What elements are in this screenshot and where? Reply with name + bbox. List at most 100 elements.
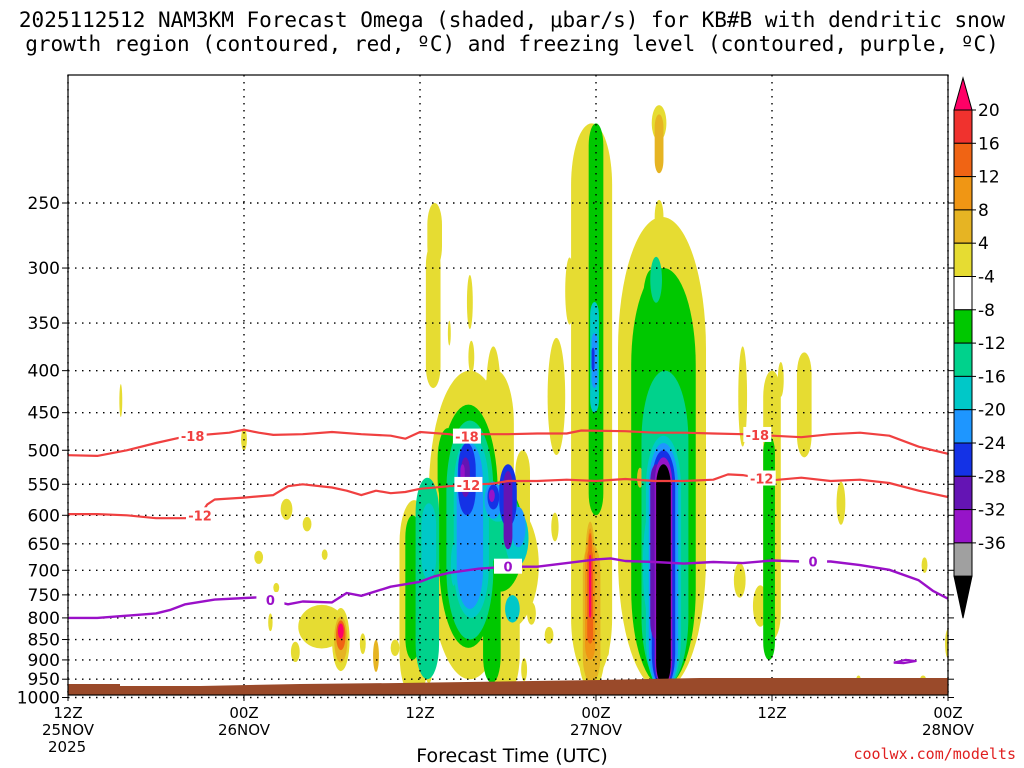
colorbar-label: 4 bbox=[978, 234, 989, 254]
colorbar-swatch bbox=[953, 409, 973, 444]
freezing-level-label-bg bbox=[799, 553, 828, 569]
omega-shade-cell bbox=[637, 467, 643, 488]
dgz-contour-label: -18 bbox=[746, 429, 770, 444]
y-axis: 2503003504004505005506006507007508008509… bbox=[17, 194, 954, 709]
plot-frame bbox=[67, 74, 949, 696]
x-tick-label-time: 00Z bbox=[581, 704, 610, 722]
colorbar-label: -4 bbox=[978, 268, 995, 288]
x-tick-label-date: 25NOV bbox=[42, 721, 95, 739]
colorbar-swatch bbox=[953, 176, 973, 211]
credit-text: coolwx.com/modelts bbox=[853, 745, 1016, 763]
terrain-fill bbox=[68, 678, 948, 695]
colorbar-swatch bbox=[953, 209, 973, 244]
y-tick-label-600: 600 bbox=[28, 506, 60, 526]
colorbar-swatch bbox=[953, 509, 973, 544]
omega-shade-cell bbox=[654, 199, 664, 235]
y-tick-label-950: 950 bbox=[28, 670, 60, 690]
dgz-contour-label-bg bbox=[186, 507, 214, 523]
colorbar-label: 12 bbox=[978, 168, 1000, 188]
colorbar-label: 16 bbox=[978, 134, 1000, 154]
omega-shade-cell bbox=[290, 641, 300, 663]
colorbar-bottom-arrow bbox=[953, 575, 973, 619]
omega-shade-cell bbox=[488, 489, 495, 503]
omega-shade-column bbox=[588, 554, 592, 618]
omega-shade-cell bbox=[468, 340, 475, 374]
colorbar: 20 16 12 8 4 -4 -8 -12 -16 -20 -24 -28 -32 -36 bbox=[953, 76, 1006, 619]
x-tick-label-time: 12Z bbox=[405, 704, 434, 722]
terrain-ground bbox=[68, 678, 948, 695]
omega-shade-cell bbox=[337, 623, 344, 639]
x-axis-title: Forecast Time (UTC) bbox=[416, 745, 608, 767]
omega-shade-cell bbox=[623, 524, 627, 542]
omega-shade-cell bbox=[359, 633, 366, 655]
x-tick-label-date: 28NOV bbox=[922, 721, 975, 739]
omega-shade-column bbox=[425, 243, 441, 389]
omega-shade-cell bbox=[373, 639, 379, 672]
omega-shade-cell bbox=[273, 582, 280, 593]
y-tick-label-500: 500 bbox=[28, 441, 60, 461]
dgz-contour-label: -12 bbox=[750, 472, 774, 487]
dgz-contour-label: -12 bbox=[457, 479, 481, 494]
y-tick-label-250: 250 bbox=[28, 194, 60, 214]
dgz-contour-label-bg bbox=[452, 428, 481, 444]
dgz-contour-label-bg bbox=[743, 426, 772, 442]
colorbar-label: -36 bbox=[978, 534, 1006, 554]
omega-shade-cell bbox=[486, 346, 501, 447]
freezing-level-label-bg bbox=[494, 558, 522, 574]
omega-shade-cell bbox=[544, 626, 554, 644]
freezing-level-contour-small bbox=[893, 658, 917, 665]
omega-shade-cell bbox=[700, 500, 706, 525]
omega-shade-cell bbox=[321, 549, 328, 560]
dgz-contour-label: -12 bbox=[188, 509, 212, 524]
title-line-2: growth region (contoured, red, ºC) and f… bbox=[25, 32, 999, 56]
omega-shade-cell bbox=[606, 639, 610, 657]
colorbar-label: -12 bbox=[978, 334, 1006, 354]
x-tick-label-time: 00Z bbox=[229, 704, 258, 722]
colorbar-swatch bbox=[953, 142, 973, 178]
y-tick-label-900: 900 bbox=[28, 651, 60, 671]
omega-shade-cell bbox=[298, 604, 346, 649]
omega-shade-cell bbox=[547, 337, 566, 456]
colorbar-label: -32 bbox=[978, 501, 1006, 521]
y-tick-label-800: 800 bbox=[28, 609, 60, 629]
omega-shade-cell bbox=[505, 595, 520, 623]
y-tick-label-300: 300 bbox=[28, 259, 60, 279]
y-tick-label-1000: 1000 bbox=[17, 689, 60, 709]
colorbar-swatch bbox=[953, 542, 973, 577]
colorbar-label: -20 bbox=[978, 401, 1006, 421]
x-tick-label-time: 12Z bbox=[757, 704, 786, 722]
omega-shade-cell bbox=[521, 658, 528, 682]
omega-shade-column bbox=[503, 471, 513, 550]
omega-shade-cell bbox=[777, 362, 784, 397]
colorbar-label: -28 bbox=[978, 467, 1006, 487]
y-tick-label-550: 550 bbox=[28, 475, 60, 495]
colorbar-swatch bbox=[953, 475, 973, 511]
x-tick-label-date: 27NOV bbox=[570, 721, 623, 739]
colorbar-label: -16 bbox=[978, 367, 1006, 387]
freezing-level-label-bg bbox=[256, 592, 285, 608]
omega-shade-cell bbox=[280, 498, 293, 520]
x-axis-year: 2025 bbox=[48, 738, 87, 756]
omega-shade-cell bbox=[921, 557, 928, 573]
omega-shade-cell bbox=[527, 602, 536, 625]
freezing-level-label: 0 bbox=[809, 556, 818, 571]
omega-shade-cell bbox=[650, 256, 663, 303]
colorbar-label: -24 bbox=[978, 434, 1006, 454]
y-tick-label-350: 350 bbox=[28, 314, 60, 334]
y-tick-label-700: 700 bbox=[28, 561, 60, 581]
omega-shade-cell bbox=[733, 562, 746, 598]
omega-shade-cell bbox=[390, 639, 400, 657]
dgz-contour-label-bg bbox=[454, 476, 483, 492]
omega-shade-cell bbox=[466, 274, 473, 330]
colorbar-swatch bbox=[953, 109, 973, 144]
x-tick-label-time: 12Z bbox=[53, 704, 82, 722]
freezing-level-label: 0 bbox=[266, 594, 275, 609]
temperature-contours: -18 -18 -18 -12 -12 -12 0 0 0 bbox=[68, 426, 948, 665]
omega-shade-column bbox=[421, 503, 437, 581]
colorbar-swatch bbox=[953, 375, 973, 411]
omega-shade-cell bbox=[119, 384, 123, 417]
y-tick-label-650: 650 bbox=[28, 535, 60, 555]
omega-shade-column bbox=[654, 114, 664, 174]
